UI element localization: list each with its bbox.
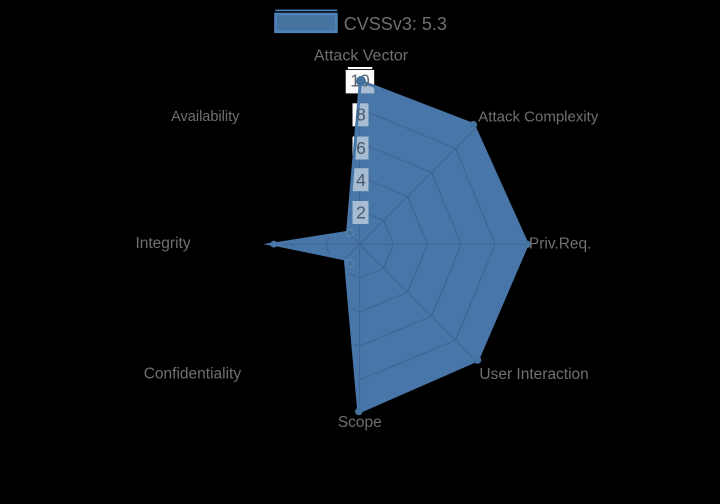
svg-text:Integrity: Integrity xyxy=(135,235,190,252)
svg-text:4: 4 xyxy=(356,170,366,190)
svg-text:Confidentiality: Confidentiality xyxy=(144,365,242,382)
svg-text:Attack Vector: Attack Vector xyxy=(314,48,409,65)
svg-text:2: 2 xyxy=(356,202,366,222)
svg-text:6: 6 xyxy=(356,138,366,158)
svg-text:Scope: Scope xyxy=(338,414,382,431)
svg-text:Availability: Availability xyxy=(171,109,240,125)
svg-text:User Interaction: User Interaction xyxy=(479,366,588,383)
svg-text:8: 8 xyxy=(356,105,366,125)
svg-text:CVSSv3: 5.3: CVSSv3: 5.3 xyxy=(344,14,447,34)
svg-text:Attack Complexity: Attack Complexity xyxy=(478,108,599,125)
svg-text:Priv.Req.: Priv.Req. xyxy=(529,236,592,253)
